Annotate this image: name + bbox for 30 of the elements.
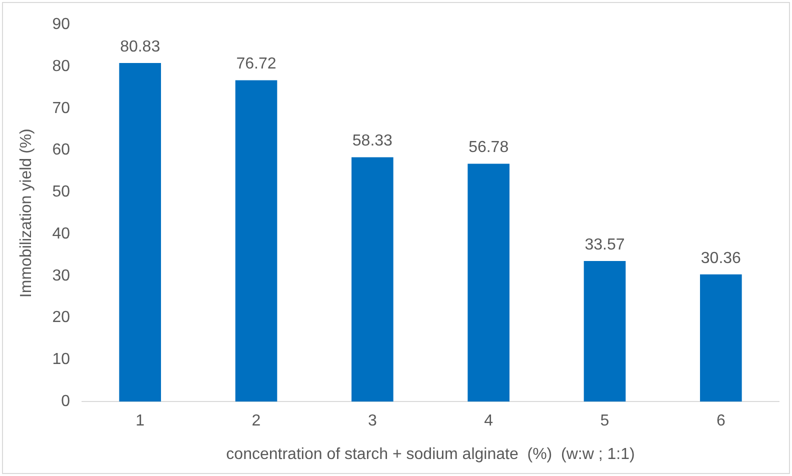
y-tick-label: 30 — [52, 267, 70, 284]
bar — [468, 164, 510, 402]
y-tick-label: 0 — [61, 393, 70, 410]
data-label: 58.33 — [352, 132, 393, 150]
x-tick-label: 1 — [136, 412, 145, 430]
bar — [119, 63, 161, 402]
y-axis-title: Immobilization yield (%) — [18, 128, 36, 298]
bar — [584, 260, 626, 402]
bar — [700, 274, 742, 402]
data-label: 30.36 — [700, 250, 742, 267]
x-axis-title: concentration of starch + sodium alginate (%) (w:w ; 1:1) — [226, 446, 635, 463]
data-label: 33.57 — [584, 236, 625, 254]
y-tick-label: 50 — [52, 184, 70, 201]
y-tick-label: 90 — [52, 16, 70, 34]
x-tick-label: 5 — [600, 412, 610, 430]
bar — [235, 80, 278, 402]
x-tick-label: 6 — [716, 412, 726, 430]
data-label: 80.83 — [120, 38, 160, 56]
x-tick-label: 3 — [368, 412, 377, 430]
y-tick-label: 20 — [52, 309, 70, 326]
y-tick-label: 70 — [52, 100, 70, 117]
x-tick-label: 4 — [484, 412, 494, 430]
y-tick-label: 60 — [52, 142, 70, 159]
x-tick-label: 2 — [252, 412, 261, 430]
bar — [352, 157, 394, 402]
data-label: 76.72 — [236, 56, 276, 73]
y-tick-label: 40 — [52, 225, 70, 242]
y-tick-label: 10 — [52, 351, 70, 368]
data-label: 56.78 — [468, 139, 509, 156]
y-tick-label: 80 — [52, 58, 70, 75]
